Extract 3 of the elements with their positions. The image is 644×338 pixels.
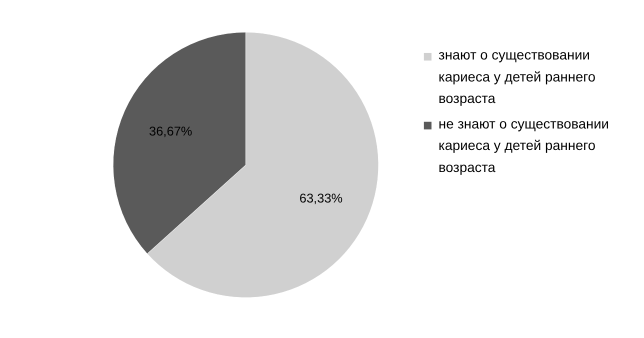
legend-label: не знают о существовании кариеса у детей раннего возраста (438, 116, 609, 175)
data-label: 36,67% (148, 123, 192, 138)
data-label: 63,33% (299, 190, 343, 206)
